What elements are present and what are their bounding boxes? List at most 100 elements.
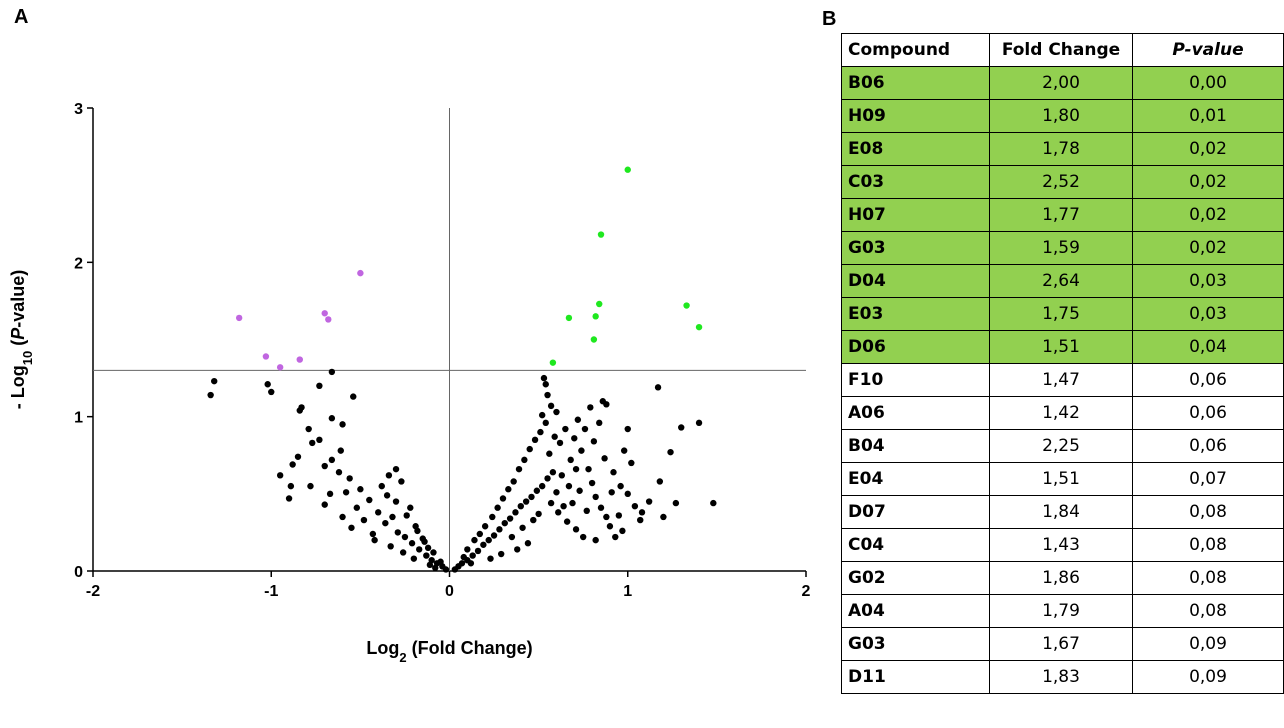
data-point <box>528 493 535 501</box>
table-row: B04 2,25 0,06 <box>841 429 1284 463</box>
data-point <box>597 231 605 238</box>
data-point <box>387 543 394 550</box>
header-p-value: P-value <box>1132 33 1284 67</box>
data-point <box>326 490 334 498</box>
data-point <box>569 499 576 507</box>
data-point <box>309 439 316 447</box>
data-point <box>335 469 343 476</box>
data-point <box>585 465 592 473</box>
data-point <box>403 512 410 519</box>
data-point <box>710 499 717 507</box>
table-row: D11 1,83 0,09 <box>841 660 1284 694</box>
data-point <box>264 381 271 388</box>
data-point <box>289 461 296 468</box>
data-point <box>522 498 530 505</box>
data-point <box>546 450 553 457</box>
data-point <box>328 456 336 464</box>
data-point <box>357 486 364 493</box>
data-point <box>442 566 450 573</box>
table-header-row: Compound Fold Change P-value <box>841 33 1284 67</box>
data-point <box>660 513 667 521</box>
data-point <box>592 493 599 501</box>
p-value-cell: 0,06 <box>1132 429 1284 463</box>
data-point <box>296 407 303 414</box>
data-point <box>596 300 603 308</box>
data-point <box>382 519 389 527</box>
panel-label-a: A <box>14 6 29 28</box>
compound-table: Compound Fold Change P-value B06 2,00 0,00… <box>841 33 1284 694</box>
data-point <box>544 475 551 482</box>
table-row: B06 2,00 0,00 <box>841 66 1284 100</box>
table-row: E03 1,75 0,03 <box>841 297 1284 331</box>
data-point <box>678 424 685 431</box>
data-point <box>654 384 662 391</box>
p-value-cell: 0,02 <box>1132 198 1284 232</box>
data-point <box>423 552 430 559</box>
data-point <box>606 523 614 530</box>
y-tick-label: 3 <box>74 101 83 118</box>
p-value-cell: 0,08 <box>1132 495 1284 529</box>
y-tick-label: 1 <box>74 410 83 427</box>
data-point <box>321 501 328 508</box>
x-tick-label: 2 <box>802 583 811 600</box>
data-point <box>608 489 615 496</box>
data-point <box>392 465 400 473</box>
data-point <box>592 313 599 320</box>
p-value-cell: 0,02 <box>1132 165 1284 199</box>
data-point <box>268 388 275 396</box>
fold-change-cell: 1,47 <box>989 363 1133 397</box>
data-point <box>407 504 414 511</box>
data-point <box>505 486 512 493</box>
data-point <box>624 490 631 498</box>
data-point <box>346 475 353 482</box>
data-point <box>583 507 590 515</box>
table-row: C03 2,52 0,02 <box>841 165 1284 199</box>
data-point <box>321 462 328 470</box>
data-point <box>460 553 467 561</box>
data-point <box>547 499 555 507</box>
fold-change-cell: 1,51 <box>989 462 1133 496</box>
data-point <box>207 391 214 399</box>
x-axis-label: Log2 (Fold Change) <box>366 638 532 665</box>
table-row: G03 1,67 0,09 <box>841 627 1284 661</box>
y-tick-label: 0 <box>74 564 83 581</box>
data-point <box>555 509 562 516</box>
compound-cell: E04 <box>841 462 990 496</box>
table-row: C04 1,43 0,08 <box>841 528 1284 562</box>
p-value-cell: 0,02 <box>1132 132 1284 166</box>
fold-change-cell: 1,43 <box>989 528 1133 562</box>
data-point <box>596 419 603 427</box>
data-point <box>414 527 421 535</box>
data-point <box>328 368 336 376</box>
data-point <box>353 504 361 511</box>
compound-cell: E03 <box>841 297 990 331</box>
data-point <box>476 530 484 538</box>
data-point <box>325 316 332 323</box>
data-point <box>464 546 471 553</box>
compound-cell: D06 <box>841 330 990 364</box>
fold-change-cell: 1,75 <box>989 297 1133 331</box>
data-point <box>211 377 218 385</box>
p-value-cell: 0,04 <box>1132 330 1284 364</box>
data-point <box>562 425 569 433</box>
data-point <box>296 356 303 363</box>
data-point <box>587 404 594 411</box>
data-point <box>560 502 567 510</box>
data-point <box>375 509 382 516</box>
p-value-cell: 0,07 <box>1132 462 1284 496</box>
data-point <box>485 536 492 544</box>
compound-cell: C03 <box>841 165 990 199</box>
data-point <box>410 555 418 562</box>
data-point <box>549 359 557 366</box>
data-point <box>571 435 578 442</box>
data-point <box>366 496 373 504</box>
data-point <box>421 538 428 545</box>
table-row: F10 1,47 0,06 <box>841 363 1284 397</box>
compound-cell: D04 <box>841 264 990 298</box>
p-value-cell: 0,08 <box>1132 528 1284 562</box>
data-point <box>540 374 548 382</box>
data-point <box>537 428 544 436</box>
data-point <box>619 527 626 535</box>
compound-cell: A06 <box>841 396 990 430</box>
p-value-cell: 0,06 <box>1132 363 1284 397</box>
